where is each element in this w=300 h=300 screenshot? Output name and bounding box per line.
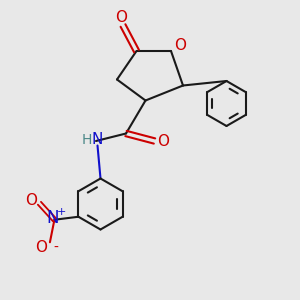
Text: O: O	[25, 193, 37, 208]
Text: N: N	[92, 132, 103, 147]
Text: N: N	[47, 209, 59, 227]
Text: -: -	[53, 241, 58, 255]
Text: O: O	[35, 240, 47, 255]
Text: H: H	[81, 133, 92, 146]
Text: +: +	[56, 207, 66, 217]
Text: O: O	[116, 10, 128, 25]
Text: O: O	[157, 134, 169, 149]
Text: O: O	[174, 38, 186, 53]
